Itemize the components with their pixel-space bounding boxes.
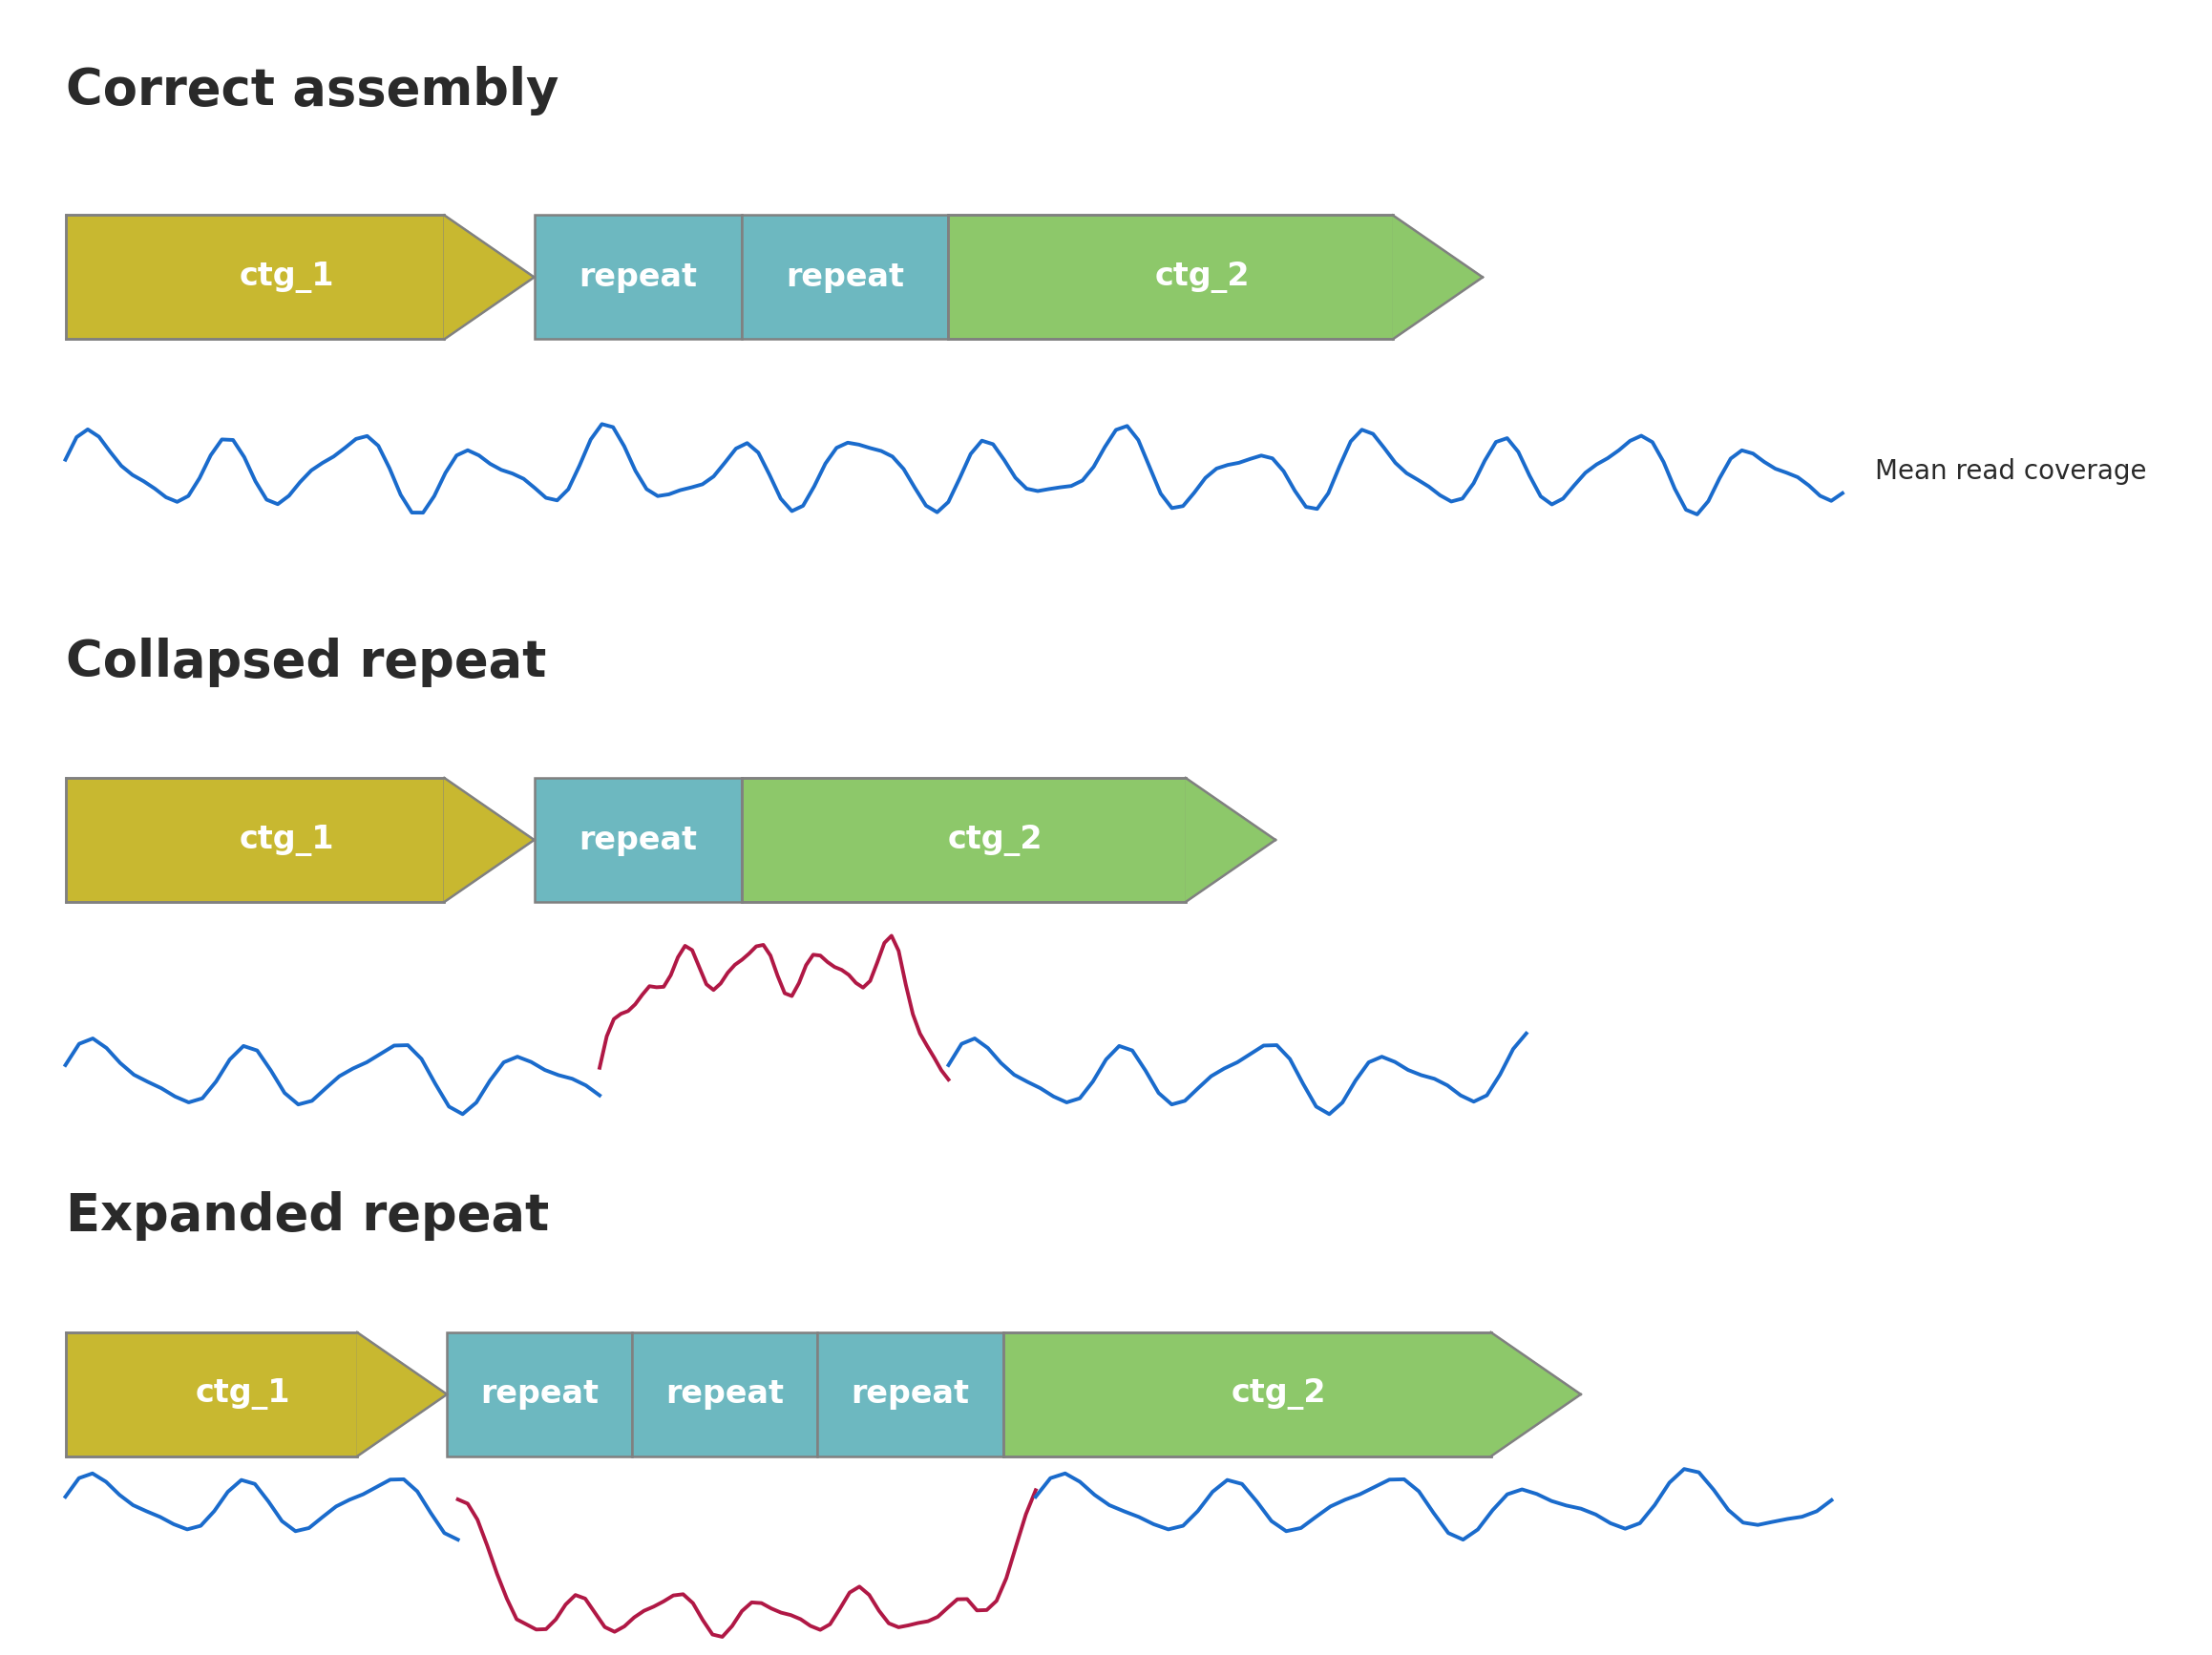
FancyBboxPatch shape (633, 1332, 818, 1456)
Text: ctg_2: ctg_2 (1230, 1379, 1325, 1410)
Text: Correct assembly: Correct assembly (66, 66, 557, 116)
Text: repeat: repeat (666, 1379, 785, 1410)
FancyBboxPatch shape (533, 778, 741, 902)
Text: repeat: repeat (480, 1379, 599, 1410)
FancyBboxPatch shape (1002, 1332, 1491, 1456)
Text: repeat: repeat (580, 824, 697, 856)
Text: ctg_2: ctg_2 (1155, 261, 1250, 293)
FancyBboxPatch shape (66, 778, 445, 902)
FancyBboxPatch shape (533, 215, 741, 339)
Polygon shape (1394, 215, 1482, 339)
FancyBboxPatch shape (818, 1332, 1002, 1456)
Polygon shape (445, 778, 533, 902)
Text: repeat: repeat (580, 261, 697, 293)
Text: Collapsed repeat: Collapsed repeat (66, 637, 546, 687)
Polygon shape (445, 215, 533, 339)
Polygon shape (356, 1332, 447, 1456)
FancyBboxPatch shape (741, 778, 1186, 902)
Polygon shape (1186, 778, 1276, 902)
Text: Expanded repeat: Expanded repeat (66, 1192, 549, 1241)
Text: ctg_1: ctg_1 (195, 1379, 290, 1410)
FancyBboxPatch shape (66, 215, 445, 339)
FancyBboxPatch shape (447, 1332, 633, 1456)
Text: ctg_1: ctg_1 (239, 824, 334, 856)
Text: repeat: repeat (852, 1379, 969, 1410)
Polygon shape (1491, 1332, 1582, 1456)
Text: ctg_2: ctg_2 (947, 824, 1042, 856)
FancyBboxPatch shape (66, 1332, 356, 1456)
Text: ctg_1: ctg_1 (239, 261, 334, 293)
Text: Mean read coverage: Mean read coverage (1876, 458, 2148, 485)
FancyBboxPatch shape (949, 215, 1394, 339)
FancyBboxPatch shape (741, 215, 949, 339)
Text: repeat: repeat (785, 261, 905, 293)
